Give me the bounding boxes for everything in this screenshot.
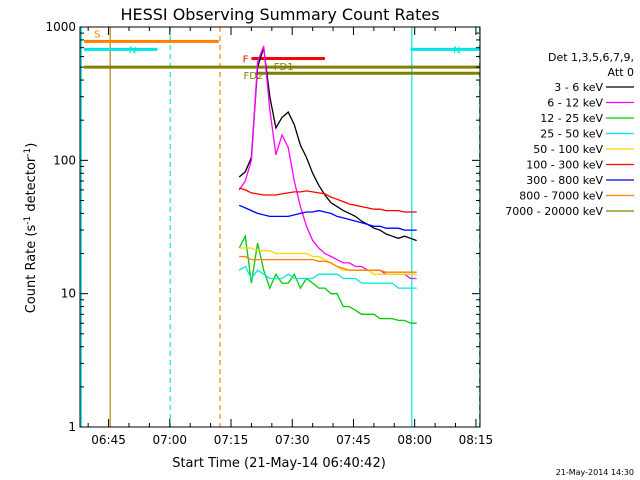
series-line-3-6-kev <box>238 47 417 242</box>
x-tick-label-5: 08:00 <box>397 433 432 447</box>
x-tick-label-1: 07:00 <box>152 433 187 447</box>
legend-label-4: 50 - 100 keV <box>533 143 603 156</box>
flag-label-f-3: F <box>243 55 249 66</box>
series-line-300-800-kev <box>238 204 417 231</box>
x-axis-label: Start Time (21-May-14 06:40:42) <box>172 456 386 471</box>
legend-label-2: 12 - 25 keV <box>540 112 603 125</box>
flag-label-fd2-6: FD2 <box>244 71 264 82</box>
legend-label-1: 6 - 12 keV <box>547 97 603 110</box>
x-tick-label-2: 07:15 <box>214 433 249 447</box>
x-tick-label-4: 07:45 <box>336 433 371 447</box>
y-tick-label-0: 1 <box>68 420 76 434</box>
legend-label-6: 300 - 800 keV <box>526 174 603 187</box>
legend-label-5: 100 - 300 keV <box>526 159 603 172</box>
legend-header-line-2: Att 0 <box>608 66 634 79</box>
x-tick-label-0: 06:45 <box>91 433 126 447</box>
plot-frame <box>79 26 481 428</box>
series-line-12-25-kev <box>238 234 417 324</box>
flag-label-n-2: N <box>453 45 460 56</box>
flag-label-s-0: S <box>94 29 100 40</box>
chart-title: HESSI Observing Summary Count Rates <box>120 5 439 24</box>
y-axis-label: Count Rate (s-1 detector-1) <box>23 143 39 314</box>
series-line-25-50-kev <box>238 265 417 289</box>
legend-header-line-1: Det 1,3,5,6,7,9, <box>548 51 634 64</box>
legend-items: 3 - 6 keV 6 - 12 keV 12 - 25 keV 25 - 50 ke… <box>505 81 634 218</box>
plot-area: SNNFFD1FD2 06:4507:0007:1507:3007:4508:0… <box>45 20 493 447</box>
y-tick-label-3: 1000 <box>45 20 76 34</box>
legend-label-7: 800 - 7000 keV <box>519 190 603 203</box>
y-tick-label-1: 10 <box>61 287 76 301</box>
legend-label-0: 3 - 6 keV <box>554 81 603 94</box>
x-tick-label-6: 08:15 <box>459 433 494 447</box>
flag-label-n-1: N <box>129 45 136 56</box>
series-line-100-300-kev <box>239 187 417 213</box>
y-tick-label-2: 100 <box>53 153 76 167</box>
legend-label-8: 7000 - 20000 keV <box>505 205 603 218</box>
x-tick-label-3: 07:30 <box>275 433 310 447</box>
y-axis-ticks: 1 10 100 1000 <box>45 20 480 434</box>
x-axis-ticks: 06:45 07:00 07:15 07:30 07:45 08:00 08:15 <box>87 27 494 447</box>
timestamp: 21-May-2014 14:30 <box>556 468 634 477</box>
series-line-50-100-kev <box>239 247 417 275</box>
series-line-800-7000-kev <box>239 255 417 273</box>
legend: Det 1,3,5,6,7,9, Att 0 3 - 6 keV 6 - 12 k… <box>505 51 634 218</box>
flag-bars: SNNFFD1FD2 <box>84 29 480 82</box>
series-lines <box>238 45 417 324</box>
legend-label-3: 25 - 50 keV <box>540 128 603 141</box>
